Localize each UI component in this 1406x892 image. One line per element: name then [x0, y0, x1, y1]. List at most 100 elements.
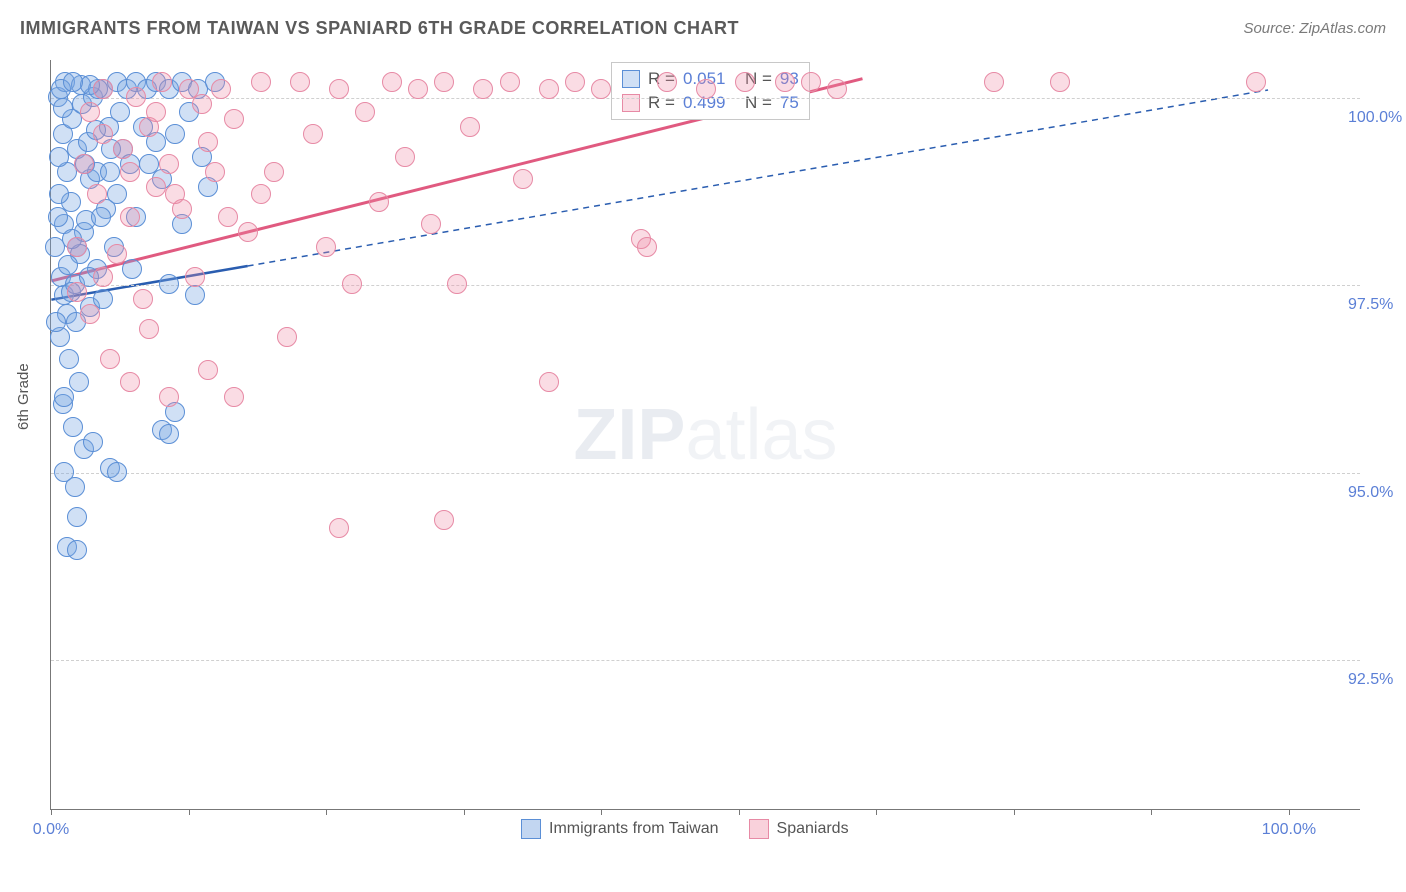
point-taiwan [110, 102, 130, 122]
point-spaniard [120, 372, 140, 392]
point-spaniard [133, 289, 153, 309]
x-tick [601, 809, 602, 815]
point-spaniard [408, 79, 428, 99]
point-spaniard [93, 267, 113, 287]
point-taiwan [67, 507, 87, 527]
point-taiwan [58, 255, 78, 275]
point-spaniard [139, 319, 159, 339]
legend-swatch [749, 819, 769, 839]
x-tick [189, 809, 190, 815]
legend-n-value: 75 [780, 93, 799, 113]
point-taiwan [83, 432, 103, 452]
gridline-h [51, 285, 1360, 286]
point-taiwan [48, 207, 68, 227]
point-taiwan [53, 98, 73, 118]
point-taiwan [63, 417, 83, 437]
point-taiwan [63, 72, 83, 92]
point-taiwan [59, 349, 79, 369]
legend-swatch [622, 70, 640, 88]
legend-swatch [521, 819, 541, 839]
point-spaniard [185, 267, 205, 287]
point-spaniard [539, 372, 559, 392]
scatter-plot-area: ZIPatlas R = 0.051 N = 93 R = 0.499 N = … [50, 60, 1360, 810]
point-spaniard [1050, 72, 1070, 92]
point-spaniard [369, 192, 389, 212]
point-taiwan [122, 259, 142, 279]
point-spaniard [205, 162, 225, 182]
point-spaniard [224, 387, 244, 407]
point-taiwan [91, 207, 111, 227]
point-spaniard [775, 72, 795, 92]
point-spaniard [198, 360, 218, 380]
point-spaniard [264, 162, 284, 182]
point-spaniard [120, 207, 140, 227]
y-tick-label: 100.0% [1348, 109, 1406, 127]
legend-n-label: N = [745, 93, 772, 113]
point-spaniard [434, 72, 454, 92]
point-spaniard [421, 214, 441, 234]
trend-lines-layer [51, 60, 1360, 809]
point-taiwan [107, 462, 127, 482]
point-spaniard [827, 79, 847, 99]
point-spaniard [93, 79, 113, 99]
point-spaniard [80, 102, 100, 122]
point-taiwan [159, 424, 179, 444]
point-spaniard [316, 237, 336, 257]
y-axis-label: 6th Grade [15, 363, 32, 430]
point-spaniard [984, 72, 1004, 92]
point-spaniard [395, 147, 415, 167]
x-tick [1151, 809, 1152, 815]
point-spaniard [87, 184, 107, 204]
point-taiwan [49, 184, 69, 204]
chart-header: IMMIGRANTS FROM TAIWAN VS SPANIARD 6TH G… [20, 18, 1386, 39]
point-taiwan [107, 184, 127, 204]
point-spaniard [211, 79, 231, 99]
legend-label: Spaniards [777, 820, 849, 838]
x-tick [464, 809, 465, 815]
point-spaniard [565, 72, 585, 92]
gridline-h [51, 660, 1360, 661]
point-spaniard [434, 510, 454, 530]
point-spaniard [473, 79, 493, 99]
point-spaniard [159, 154, 179, 174]
x-tick-label: 100.0% [1262, 821, 1316, 839]
point-spaniard [329, 79, 349, 99]
chart-title: IMMIGRANTS FROM TAIWAN VS SPANIARD 6TH G… [20, 18, 739, 39]
x-tick [326, 809, 327, 815]
point-spaniard [100, 349, 120, 369]
point-spaniard [107, 244, 127, 264]
point-taiwan [159, 274, 179, 294]
legend-label: Immigrants from Taiwan [549, 820, 719, 838]
watermark: ZIPatlas [573, 394, 837, 476]
gridline-h [51, 473, 1360, 474]
point-spaniard [1246, 72, 1266, 92]
point-spaniard [460, 117, 480, 137]
x-tick [1289, 809, 1290, 815]
point-spaniard [290, 72, 310, 92]
y-tick-label: 92.5% [1348, 671, 1406, 689]
y-tick-label: 95.0% [1348, 484, 1406, 502]
point-spaniard [80, 304, 100, 324]
point-spaniard [74, 154, 94, 174]
point-spaniard [591, 79, 611, 99]
point-spaniard [329, 518, 349, 538]
point-spaniard [159, 387, 179, 407]
point-spaniard [251, 72, 271, 92]
point-taiwan [65, 477, 85, 497]
point-spaniard [735, 72, 755, 92]
x-tick [876, 809, 877, 815]
point-spaniard [198, 132, 218, 152]
point-spaniard [93, 124, 113, 144]
point-spaniard [126, 87, 146, 107]
point-spaniard [238, 222, 258, 242]
point-spaniard [801, 72, 821, 92]
point-spaniard [303, 124, 323, 144]
legend-item: Immigrants from Taiwan [521, 819, 719, 839]
point-spaniard [192, 94, 212, 114]
point-spaniard [165, 184, 185, 204]
point-spaniard [355, 102, 375, 122]
legend-r-label: R = [648, 93, 675, 113]
x-tick [739, 809, 740, 815]
x-tick [1014, 809, 1015, 815]
x-tick [51, 809, 52, 815]
